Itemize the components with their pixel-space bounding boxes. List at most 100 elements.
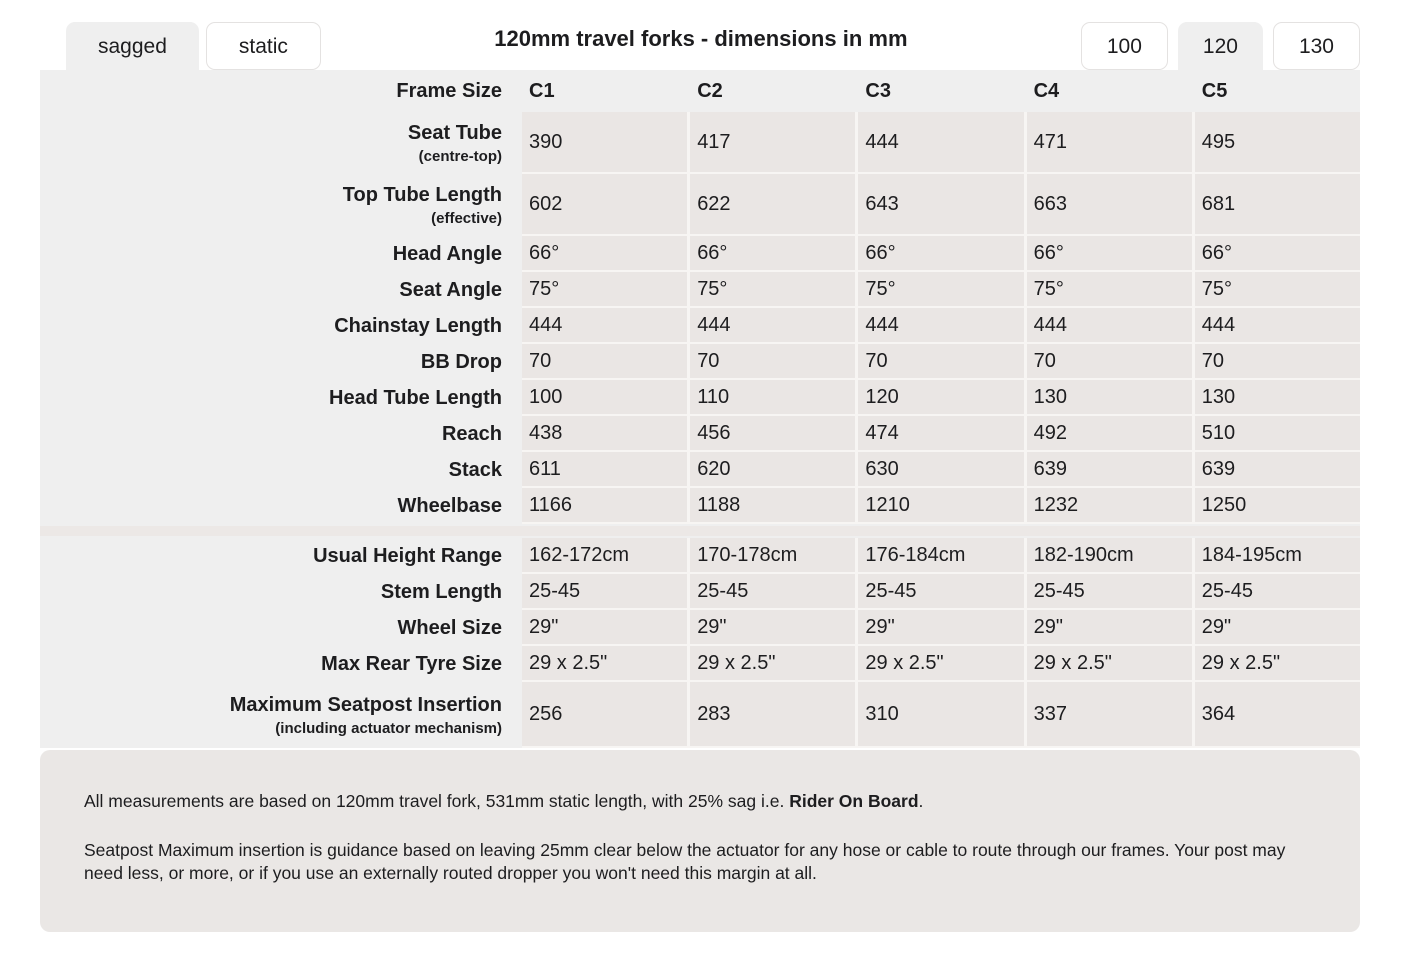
row-label: Wheelbase <box>40 488 522 524</box>
row-sublabel-text: (effective) <box>431 209 502 227</box>
table-cell: 492 <box>1026 416 1192 450</box>
table-cell: 170-178cm <box>690 538 856 572</box>
table-cell: 630 <box>858 452 1024 486</box>
row-cells: 66° 66° 66° 66° 66° <box>522 236 1360 272</box>
row-label: Seat Angle <box>40 272 522 308</box>
table-row: Reach 438 456 474 492 510 <box>40 416 1360 452</box>
notes-panel: All measurements are based on 120mm trav… <box>40 750 1360 932</box>
table-cell: 120 <box>858 380 1024 414</box>
table-cell: 75° <box>858 272 1024 306</box>
table-cell: 510 <box>1194 416 1360 450</box>
table-cell: 663 <box>1026 174 1192 234</box>
table-cell: 25-45 <box>858 574 1024 608</box>
table-cell: 184-195cm <box>1194 538 1360 572</box>
table-cell: 622 <box>690 174 856 234</box>
table-cell: 130 <box>1194 380 1360 414</box>
table-row: Wheel Size 29" 29" 29" 29" 29" <box>40 610 1360 646</box>
table-cell: 620 <box>690 452 856 486</box>
table-cell: 75° <box>1194 272 1360 306</box>
row-label-text: Max Rear Tyre Size <box>321 653 502 675</box>
table-row: Usual Height Range 162-172cm 170-178cm 176-… <box>40 538 1360 574</box>
row-cells: 100 110 120 130 130 <box>522 380 1360 416</box>
row-cells: 390 417 444 471 495 <box>522 112 1360 174</box>
row-label: Usual Height Range <box>40 538 522 574</box>
table-cell: 444 <box>858 308 1024 342</box>
row-cells: 25-45 25-45 25-45 25-45 25-45 <box>522 574 1360 610</box>
note-seatpost: Seatpost Maximum insertion is guidance b… <box>84 840 1286 883</box>
table-cell: 66° <box>1026 236 1192 270</box>
tab-100[interactable]: 100 <box>1080 22 1168 70</box>
row-cells: 602 622 643 663 681 <box>522 174 1360 236</box>
row-cells: 29" 29" 29" 29" 29" <box>522 610 1360 646</box>
view-tabs: sagged static <box>66 22 321 70</box>
table-row: Wheelbase 1166 1188 1210 1232 1250 <box>40 488 1360 524</box>
table-cell: 25-45 <box>690 574 856 608</box>
table-cell: 1188 <box>690 488 856 522</box>
table-cell: 29 x 2.5" <box>858 646 1024 680</box>
row-label: Stem Length <box>40 574 522 610</box>
row-label: BB Drop <box>40 344 522 380</box>
table-cell: 100 <box>522 380 688 414</box>
table-header-row: Frame Size C1 C2 C3 C4 C5 <box>40 70 1360 112</box>
row-label: Max Rear Tyre Size <box>40 646 522 682</box>
table-cell: 639 <box>1026 452 1192 486</box>
table-cell: 256 <box>522 682 688 746</box>
table-cell: 310 <box>858 682 1024 746</box>
row-label: Stack <box>40 452 522 488</box>
table-cell: 1250 <box>1194 488 1360 522</box>
section-divider <box>40 524 1360 538</box>
table-cell: 66° <box>858 236 1024 270</box>
table-row: BB Drop 70 70 70 70 70 <box>40 344 1360 380</box>
table-cell: 438 <box>522 416 688 450</box>
tab-130[interactable]: 130 <box>1272 22 1360 70</box>
table-cell: 176-184cm <box>858 538 1024 572</box>
table-cell: 602 <box>522 174 688 234</box>
table-cell: 25-45 <box>1026 574 1192 608</box>
table-cell: 639 <box>1194 452 1360 486</box>
row-cells: C1 C2 C3 C4 C5 <box>522 70 1360 112</box>
column-header: C3 <box>865 79 891 102</box>
table-cell: 29" <box>1194 610 1360 644</box>
row-cells: 611 620 630 639 639 <box>522 452 1360 488</box>
row-label-text: Wheelbase <box>397 495 502 517</box>
table-row: Top Tube Length (effective) 602 622 643 663 68… <box>40 174 1360 236</box>
tab-sagged[interactable]: sagged <box>66 22 199 70</box>
tab-120[interactable]: 120 <box>1177 22 1263 70</box>
column-header: C4 <box>1033 79 1060 102</box>
column-header: C2 <box>697 79 723 102</box>
row-label-text: Head Angle <box>392 243 502 265</box>
table-row: Seat Tube (centre-top) 390 417 444 471 495 <box>40 112 1360 174</box>
table-row: Stack 611 620 630 639 639 <box>40 452 1360 488</box>
row-cells: 162-172cm 170-178cm 176-184cm 182-190cm 184-… <box>522 538 1360 574</box>
row-label-text: Head Tube Length <box>329 387 502 409</box>
row-label-text: Wheel Size <box>397 617 502 639</box>
note-measurements: All measurements are based on 120mm trav… <box>84 790 1300 813</box>
row-label-text: Chainstay Length <box>334 315 502 337</box>
table-cell: 29 x 2.5" <box>522 646 688 680</box>
table-cell: 25-45 <box>522 574 688 608</box>
table-cell: 70 <box>1194 344 1360 378</box>
row-label: Wheel Size <box>40 610 522 646</box>
column-header: C5 <box>1201 79 1228 102</box>
table-cell: 643 <box>858 174 1024 234</box>
table-cell: 444 <box>1194 308 1360 342</box>
table-cell: 25-45 <box>1194 574 1360 608</box>
note-text: All measurements are based on 120mm trav… <box>84 791 790 811</box>
table-cell: 130 <box>1026 380 1192 414</box>
table-cell: 474 <box>858 416 1024 450</box>
header-bar: sagged static 120mm travel forks - dimens… <box>40 22 1360 70</box>
table-cell: 75° <box>522 272 688 306</box>
table-row: Stem Length 25-45 25-45 25-45 25-45 25-45 <box>40 574 1360 610</box>
table-row: Head Angle 66° 66° 66° 66° 66° <box>40 236 1360 272</box>
tab-static[interactable]: static <box>205 22 321 70</box>
table-cell: 29" <box>690 610 856 644</box>
geometry-table: Frame Size C1 C2 C3 C4 C5 Seat Tube (centre-top… <box>40 70 1360 748</box>
table-row: Maximum Seatpost Insertion (including act… <box>40 682 1360 748</box>
row-cells: 29 x 2.5" 29 x 2.5" 29 x 2.5" 29 x 2.5" 29 x… <box>522 646 1360 682</box>
table-cell: 283 <box>690 682 856 746</box>
table-row: Seat Angle 75° 75° 75° 75° 75° <box>40 272 1360 308</box>
row-label: Chainstay Length <box>40 308 522 344</box>
row-cells: 444 444 444 444 444 <box>522 308 1360 344</box>
table-cell: 70 <box>858 344 1024 378</box>
row-label-text: Stem Length <box>380 581 502 603</box>
